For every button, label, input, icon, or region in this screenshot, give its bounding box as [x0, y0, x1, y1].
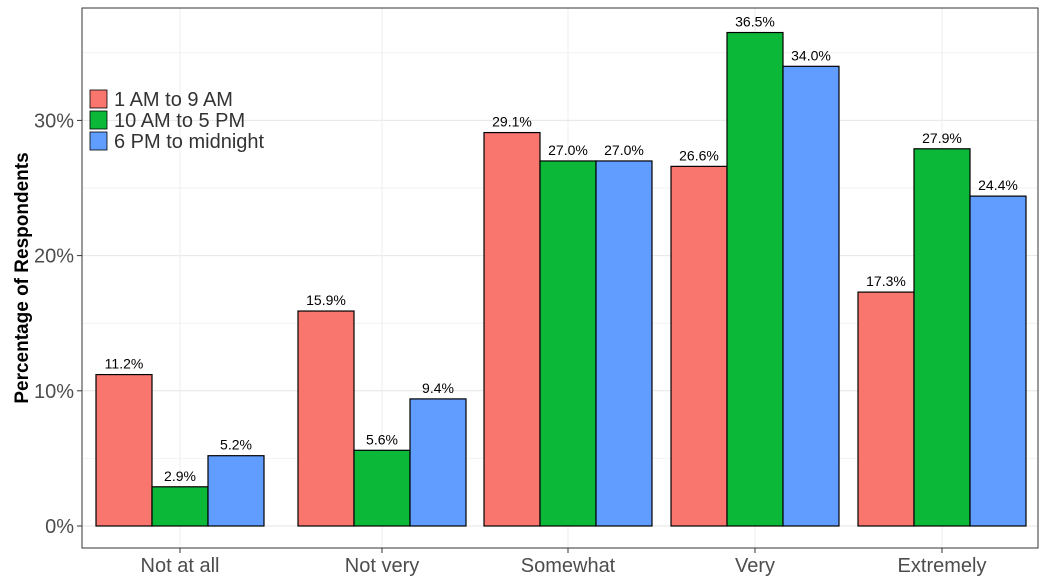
y-axis-title: Percentage of Respondents: [12, 152, 33, 403]
data-label: 24.4%: [978, 177, 1018, 193]
legend-swatch-1: [89, 89, 108, 109]
x-tick-label: Somewhat: [521, 555, 616, 576]
legend-label-2: 10 AM to 5 PM: [114, 110, 245, 132]
x-tick-label: Not at all: [141, 555, 220, 576]
bar-3-1: [207, 455, 265, 527]
data-label: 27.0%: [548, 142, 588, 158]
bar-2-4: [726, 31, 784, 527]
y-tick-label: 20%: [34, 246, 74, 268]
data-label: 29.1%: [492, 114, 532, 130]
bar-2-5: [913, 148, 971, 527]
data-label: 11.2%: [105, 356, 144, 372]
plot-panel-border: [81, 7, 1039, 549]
bar-1-4: [670, 165, 728, 527]
y-tick-label: 0%: [45, 516, 74, 538]
data-label: 26.6%: [679, 147, 719, 163]
data-label: 34.0%: [791, 47, 831, 63]
bar-3-4: [782, 65, 840, 527]
bar-2-1: [151, 486, 209, 527]
data-label: 15.9%: [306, 292, 346, 308]
data-label: 17.3%: [866, 273, 906, 289]
data-labels: 11.2% 2.9% 5.2% 15.9% 5.6% 9.4% 29.1% 27.0% 27.0…: [105, 14, 1018, 484]
bar-1-1: [95, 373, 153, 527]
x-tick-label: Extremely: [898, 555, 987, 576]
bar-3-5: [969, 195, 1027, 527]
bar-1-5: [857, 291, 915, 527]
data-label: 5.6%: [366, 431, 398, 447]
data-label: 27.0%: [604, 142, 644, 158]
bar-1-2: [297, 310, 355, 527]
bars: [95, 31, 1027, 527]
bar-2-2: [353, 449, 411, 527]
data-label: 9.4%: [422, 380, 454, 396]
x-tick-label: Not very: [345, 555, 419, 576]
y-axis: 0% 10% 20% 30%: [34, 110, 82, 538]
bar-3-2: [409, 398, 467, 527]
legend-swatch-3: [89, 131, 108, 151]
data-label: 27.9%: [922, 130, 962, 146]
x-axis: Not at all Not very Somewhat Very Extremely: [141, 548, 987, 576]
x-tick-label: Very: [735, 555, 775, 576]
bar-2-3: [539, 160, 597, 527]
bar-1-3: [483, 131, 541, 527]
legend-label-3: 6 PM to midnight: [114, 131, 265, 153]
legend-swatch-2: [89, 110, 108, 130]
y-tick-label: 30%: [34, 110, 74, 132]
legend-label-1: 1 AM to 9 AM: [114, 89, 233, 111]
data-label: 2.9%: [164, 468, 196, 484]
data-label: 5.2%: [220, 437, 252, 453]
bar-3-3: [595, 160, 653, 527]
y-tick-label: 10%: [34, 381, 74, 403]
data-label: 36.5%: [735, 14, 775, 30]
